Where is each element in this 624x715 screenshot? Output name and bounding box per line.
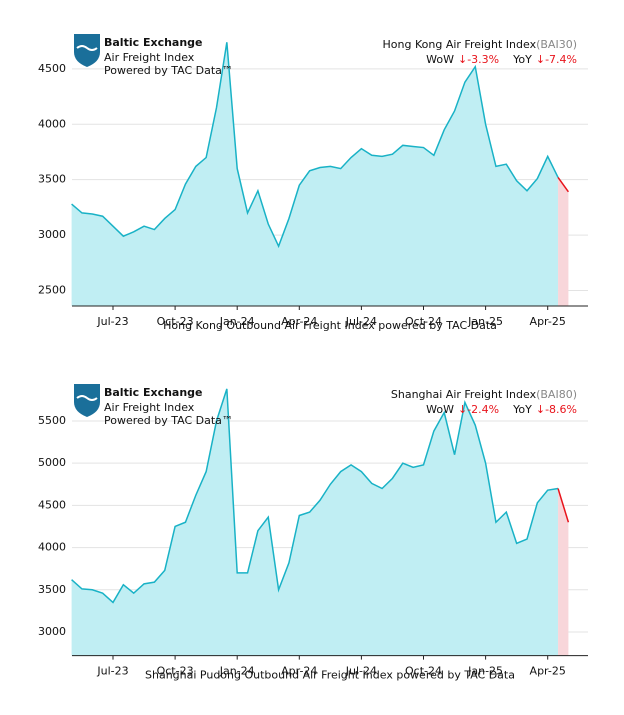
x-tick-label: Jul-23: [96, 665, 128, 678]
change-annotations: WoW ↓-2.4% YoY ↓-8.6%: [426, 403, 577, 416]
y-tick-label: 3000: [38, 228, 66, 241]
chart-caption: Shanghai Pudong Outbound Air Freight Ind…: [145, 669, 515, 682]
title-code: (BAI80): [536, 388, 577, 401]
x-tick-label: Oct-24: [405, 315, 442, 328]
y-tick-label: 3500: [38, 583, 66, 596]
title-code: (BAI30): [536, 38, 577, 51]
y-tick-label: 4500: [38, 62, 66, 75]
x-tick-label: Jan-25: [467, 665, 503, 678]
x-tick-label: Jan-24: [219, 315, 255, 328]
line: [71, 42, 559, 249]
logo-shield: [74, 384, 100, 417]
x-tick-label: Apr-24: [281, 315, 317, 328]
y-tick-label: 4500: [38, 498, 66, 511]
title-text: Shanghai Air Freight Index: [391, 388, 537, 401]
area-fill-last: [558, 177, 569, 306]
change-label: WoW: [426, 53, 454, 66]
x-tick-label: Apr-25: [530, 665, 566, 678]
logo-shield: [74, 34, 100, 67]
change-value: ↓-8.6%: [536, 403, 577, 416]
logo-credit: Powered by TAC Data™: [104, 64, 233, 77]
chart-caption: Hong Kong Outbound Air Freight Index pow…: [163, 319, 497, 332]
y-tick-label: 2500: [38, 283, 66, 296]
x-tick-label: Jul-24: [345, 315, 377, 328]
y-tick-label: 3500: [38, 173, 66, 186]
chart-title: Shanghai Air Freight Index(BAI80): [391, 388, 577, 401]
y-tick-label: 4000: [38, 117, 66, 130]
x-tick-label: Apr-25: [530, 315, 566, 328]
area-fill: [71, 388, 559, 656]
logo-credit: Powered by TAC Data™: [104, 414, 233, 427]
chart-title: Hong Kong Air Freight Index(BAI30): [383, 38, 577, 51]
change-label: WoW: [426, 403, 454, 416]
change-value: ↓-7.4%: [536, 53, 577, 66]
change-value: ↓-2.4%: [458, 403, 499, 416]
line-last-segment: [557, 177, 570, 193]
y-tick-label: 5500: [38, 414, 66, 427]
x-tick-label: Apr-24: [281, 665, 317, 678]
x-tick-label: Oct-23: [157, 665, 194, 678]
x-tick-label: Jul-23: [96, 315, 128, 328]
line-last-segment: [557, 488, 570, 523]
change-label: YoY: [512, 403, 532, 416]
y-tick-label: 5000: [38, 456, 66, 469]
logo-wave: [76, 45, 98, 51]
x-tick-label: Oct-23: [157, 315, 194, 328]
change-label: YoY: [512, 53, 532, 66]
logo-product: Air Freight Index: [104, 401, 195, 414]
area-fill: [71, 42, 559, 306]
change-value: ↓-3.3%: [458, 53, 499, 66]
line: [71, 388, 559, 604]
y-tick-label: 3000: [38, 625, 66, 638]
change-annotations: WoW ↓-3.3% YoY ↓-7.4%: [426, 53, 577, 66]
y-tick-label: 4000: [38, 541, 66, 554]
title-text: Hong Kong Air Freight Index: [383, 38, 537, 51]
logo-wave: [76, 395, 98, 401]
area-fill-last: [558, 488, 569, 656]
x-tick-label: Jul-24: [345, 665, 377, 678]
logo-name: Baltic Exchange: [104, 36, 203, 49]
x-tick-label: Jan-25: [467, 315, 503, 328]
x-tick-label: Jan-24: [219, 665, 255, 678]
x-tick-label: Oct-24: [405, 665, 442, 678]
logo-product: Air Freight Index: [104, 51, 195, 64]
logo-name: Baltic Exchange: [104, 386, 203, 399]
